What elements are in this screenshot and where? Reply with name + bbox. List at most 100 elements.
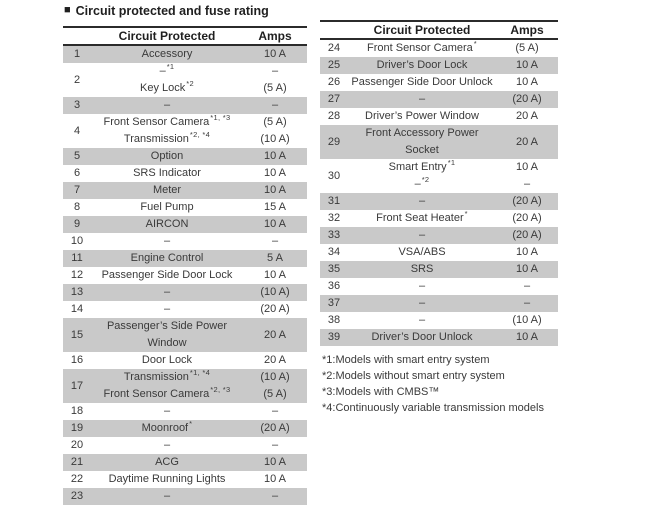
amps-value: – bbox=[271, 99, 279, 111]
amps-cell: (5 A) (10 A) bbox=[243, 114, 307, 148]
amps-value: 20 A bbox=[263, 328, 287, 341]
row-number: 18 bbox=[70, 405, 84, 417]
table-row: 26 Passenger Side Door Unlock 10 A bbox=[320, 74, 558, 91]
circuit-protected-cell: – bbox=[348, 295, 496, 312]
fuse-table-left: Circuit Protected Amps 1 Accessory 10 A 2 –*… bbox=[63, 26, 307, 505]
footnote-label: *3: bbox=[322, 386, 336, 398]
amps-cell: – bbox=[496, 295, 558, 312]
circuit-label-text: – bbox=[163, 439, 171, 451]
table-row: 29 Front Accessory Power Socket 20 A bbox=[320, 125, 558, 159]
row-number-cell: 37 bbox=[320, 295, 348, 312]
circuit-label-text: Option bbox=[150, 150, 184, 162]
circuit-protected-cell: VSA/ABS bbox=[348, 244, 496, 261]
row-number: 17 bbox=[70, 379, 84, 392]
footnote-marker: *1 bbox=[447, 158, 456, 168]
circuit-label-text: VSA/ABS bbox=[398, 246, 446, 258]
row-number: 39 bbox=[327, 331, 341, 343]
row-number: 10 bbox=[70, 235, 84, 247]
amps-cell: 10 A bbox=[496, 244, 558, 261]
table-body: 24 Front Sensor Camera* (5 A) 25 Driver’s Do… bbox=[320, 40, 558, 346]
circuit-label-text: AIRCON bbox=[145, 218, 189, 230]
row-number-cell: 23 bbox=[63, 488, 91, 505]
circuit-label-text: – bbox=[418, 229, 426, 241]
circuit-protected-cell: Passenger Side Door Unlock bbox=[348, 74, 496, 91]
amps-value: (20 A) bbox=[512, 229, 542, 241]
row-number: 38 bbox=[327, 314, 341, 326]
footnote-marker: *1 bbox=[166, 62, 175, 72]
circuit-label-text: – bbox=[418, 280, 426, 292]
amps-cell: (20 A) bbox=[496, 193, 558, 210]
circuit-label: Smart Entry*1 bbox=[389, 159, 456, 176]
circuit-label-text: Passenger Side Door Lock bbox=[101, 269, 233, 281]
circuit-label: Front Sensor Camera*1, *3 bbox=[104, 114, 231, 131]
amps-value: 10 A bbox=[263, 456, 287, 468]
circuit-label-text: SRS Indicator bbox=[133, 167, 201, 179]
circuit-label: – bbox=[164, 284, 170, 301]
circuit-label: Front Sensor Camera* bbox=[367, 40, 477, 57]
amps-cell: – bbox=[243, 488, 307, 505]
footnote-marker: * bbox=[464, 209, 468, 219]
table-header-row: Circuit Protected Amps bbox=[63, 26, 307, 46]
circuit-protected-cell: Meter bbox=[91, 182, 243, 199]
circuit-label-text: – bbox=[159, 65, 166, 77]
circuit-label: Moonroof* bbox=[142, 420, 193, 437]
circuit-label: Door Lock bbox=[142, 352, 192, 369]
circuit-label: – bbox=[164, 437, 170, 454]
column-header-circuit-protected: Circuit Protected bbox=[118, 29, 216, 43]
circuit-label: – bbox=[419, 91, 425, 108]
amps-cell: 10 A bbox=[243, 216, 307, 233]
table-row: 17 Transmission*1, *4 Front Sensor Camera*… bbox=[63, 369, 307, 403]
amps-value: (5 A) bbox=[263, 388, 287, 400]
row-number: 3 bbox=[73, 99, 81, 111]
table-row: 10 – – bbox=[63, 233, 307, 250]
row-number-cell: 30 bbox=[320, 159, 348, 193]
row-number-cell: 24 bbox=[320, 40, 348, 57]
row-number-cell: 31 bbox=[320, 193, 348, 210]
row-number: 35 bbox=[327, 263, 341, 275]
row-number-cell: 11 bbox=[63, 250, 91, 267]
amps-cell: – bbox=[243, 233, 307, 250]
row-number-cell: 13 bbox=[63, 284, 91, 301]
circuit-label: Passenger Side Door Lock bbox=[102, 267, 233, 284]
table-row: 37 – – bbox=[320, 295, 558, 312]
amps-value: (5 A) bbox=[263, 82, 287, 94]
table-row: 9 AIRCON 10 A bbox=[63, 216, 307, 233]
amps-value: – bbox=[271, 439, 279, 451]
footnote-marker: *2, *4 bbox=[189, 130, 211, 140]
row-number: 26 bbox=[327, 76, 341, 88]
circuit-label: Driver’s Power Window bbox=[365, 108, 479, 125]
page-title: ■ Circuit protected and fuse rating bbox=[64, 4, 269, 18]
circuit-label-text: Driver’s Door Lock bbox=[376, 59, 468, 71]
row-number: 33 bbox=[327, 229, 341, 241]
table-row: 39 Driver’s Door Unlock 10 A bbox=[320, 329, 558, 346]
circuit-label-text: Moonroof bbox=[141, 422, 189, 434]
circuit-protected-cell: SRS bbox=[348, 261, 496, 278]
row-number-cell: 21 bbox=[63, 454, 91, 471]
row-number: 15 bbox=[70, 328, 84, 341]
circuit-label-text: – bbox=[414, 178, 421, 190]
row-number: 21 bbox=[70, 456, 84, 468]
amps-value: 20 A bbox=[515, 135, 539, 148]
circuit-label: Option bbox=[151, 148, 183, 165]
table-row: 38 – (10 A) bbox=[320, 312, 558, 329]
amps-value: 10 A bbox=[263, 218, 287, 230]
circuit-label: Front Seat Heater* bbox=[376, 210, 468, 227]
amps-cell: (10 A) (5 A) bbox=[243, 369, 307, 403]
table-row: 16 Door Lock 20 A bbox=[63, 352, 307, 369]
circuit-protected-cell: – bbox=[91, 97, 243, 114]
amps-cell: (10 A) bbox=[496, 312, 558, 329]
amps-value: – bbox=[271, 490, 279, 502]
row-number: 25 bbox=[327, 59, 341, 71]
circuit-label: – bbox=[164, 233, 170, 250]
circuit-protected-cell: Engine Control bbox=[91, 250, 243, 267]
footnote: *2: Models without smart entry system bbox=[322, 368, 551, 384]
amps-cell: 5 A bbox=[243, 250, 307, 267]
amps-cell: 20 A bbox=[243, 318, 307, 352]
circuit-label-text: – bbox=[163, 286, 171, 298]
amps-cell: – bbox=[243, 403, 307, 420]
row-number-cell: 2 bbox=[63, 63, 91, 97]
column-header-circuit-protected: Circuit Protected bbox=[373, 23, 471, 37]
circuit-label-text: – bbox=[418, 314, 426, 326]
amps-value: (10 A) bbox=[260, 133, 290, 145]
circuit-label-text: Meter bbox=[152, 184, 182, 196]
